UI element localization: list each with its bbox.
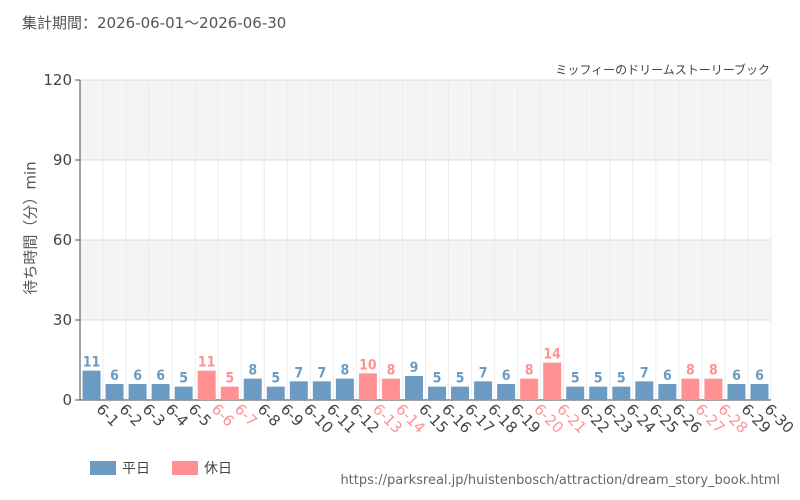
bar-value-label: 14 [543, 347, 561, 363]
bar-value-label: 8 [387, 363, 396, 379]
bar-value-label: 5 [456, 371, 465, 387]
bar-value-label: 8 [341, 363, 350, 379]
bar [474, 381, 493, 400]
bar-value-label: 7 [479, 365, 488, 381]
bar [82, 370, 101, 400]
legend-item-holiday: 休日 [172, 458, 232, 478]
bar-value-label: 7 [294, 365, 303, 381]
holiday-swatch [172, 461, 198, 475]
bar-value-label: 7 [640, 365, 649, 381]
y-tick-label: 60 [53, 231, 72, 249]
bar [658, 384, 677, 400]
bar [612, 386, 631, 400]
bar-value-label: 6 [110, 368, 119, 384]
weekday-swatch [90, 461, 116, 475]
bar [174, 386, 193, 400]
bar-value-label: 6 [663, 368, 672, 384]
bar [335, 378, 354, 400]
y-tick-label: 90 [53, 151, 72, 169]
bar-value-label: 8 [686, 363, 695, 379]
bar-value-label: 6 [156, 368, 165, 384]
bar [220, 386, 239, 400]
bar [289, 381, 308, 400]
bar-value-label: 5 [225, 371, 234, 387]
bar [428, 386, 446, 400]
bar-value-label: 5 [271, 371, 280, 387]
bar [704, 378, 723, 400]
bar [128, 384, 147, 400]
bar [566, 386, 585, 400]
source-url: https://parksreal.jp/huistenbosch/attrac… [340, 473, 780, 488]
bar-value-label: 5 [179, 371, 188, 387]
bar-value-label: 5 [433, 371, 442, 387]
bar [197, 370, 216, 400]
bar-value-label: 10 [359, 357, 377, 373]
bar [543, 362, 562, 400]
bar [681, 378, 700, 400]
bar-value-label: 9 [410, 360, 419, 376]
bar [589, 386, 608, 400]
bar [497, 384, 516, 400]
bar-value-label: 6 [755, 368, 764, 384]
bar [358, 373, 377, 400]
holiday-legend-label: 休日 [204, 461, 232, 477]
bar [381, 378, 400, 400]
bar-value-label: 6 [133, 368, 142, 384]
bar [243, 378, 262, 400]
bar [105, 384, 124, 400]
bar [727, 384, 746, 400]
legend-item-weekday: 平日 [90, 458, 150, 478]
bar-value-label: 7 [317, 365, 326, 381]
bar [635, 381, 654, 400]
bar [312, 381, 331, 400]
bar-value-label: 8 [525, 363, 534, 379]
bar-value-label: 5 [594, 371, 603, 387]
bar-value-label: 5 [617, 371, 626, 387]
attraction-name: ミッフィーのドリームストーリーブック [555, 63, 770, 77]
y-tick-label: 0 [62, 391, 72, 409]
legend: 平日 休日 [90, 458, 232, 478]
bar [151, 384, 170, 400]
bar-value-label: 11 [83, 355, 101, 371]
bar-value-label: 6 [732, 368, 741, 384]
bar-value-label: 6 [502, 368, 511, 384]
bar [266, 386, 285, 400]
bar-value-label: 5 [571, 371, 580, 387]
weekday-legend-label: 平日 [122, 461, 150, 477]
y-tick-label: 30 [53, 311, 72, 329]
bar-value-label: 8 [248, 363, 257, 379]
bar [750, 384, 769, 400]
bar-value-label: 11 [198, 355, 216, 371]
bar [405, 376, 423, 400]
bar [520, 378, 539, 400]
y-tick-label: 120 [43, 71, 72, 89]
bar-value-label: 8 [709, 363, 718, 379]
period-label: 集計期間：2026-06-01～2026-06-30 [22, 14, 287, 32]
bar [451, 386, 470, 400]
